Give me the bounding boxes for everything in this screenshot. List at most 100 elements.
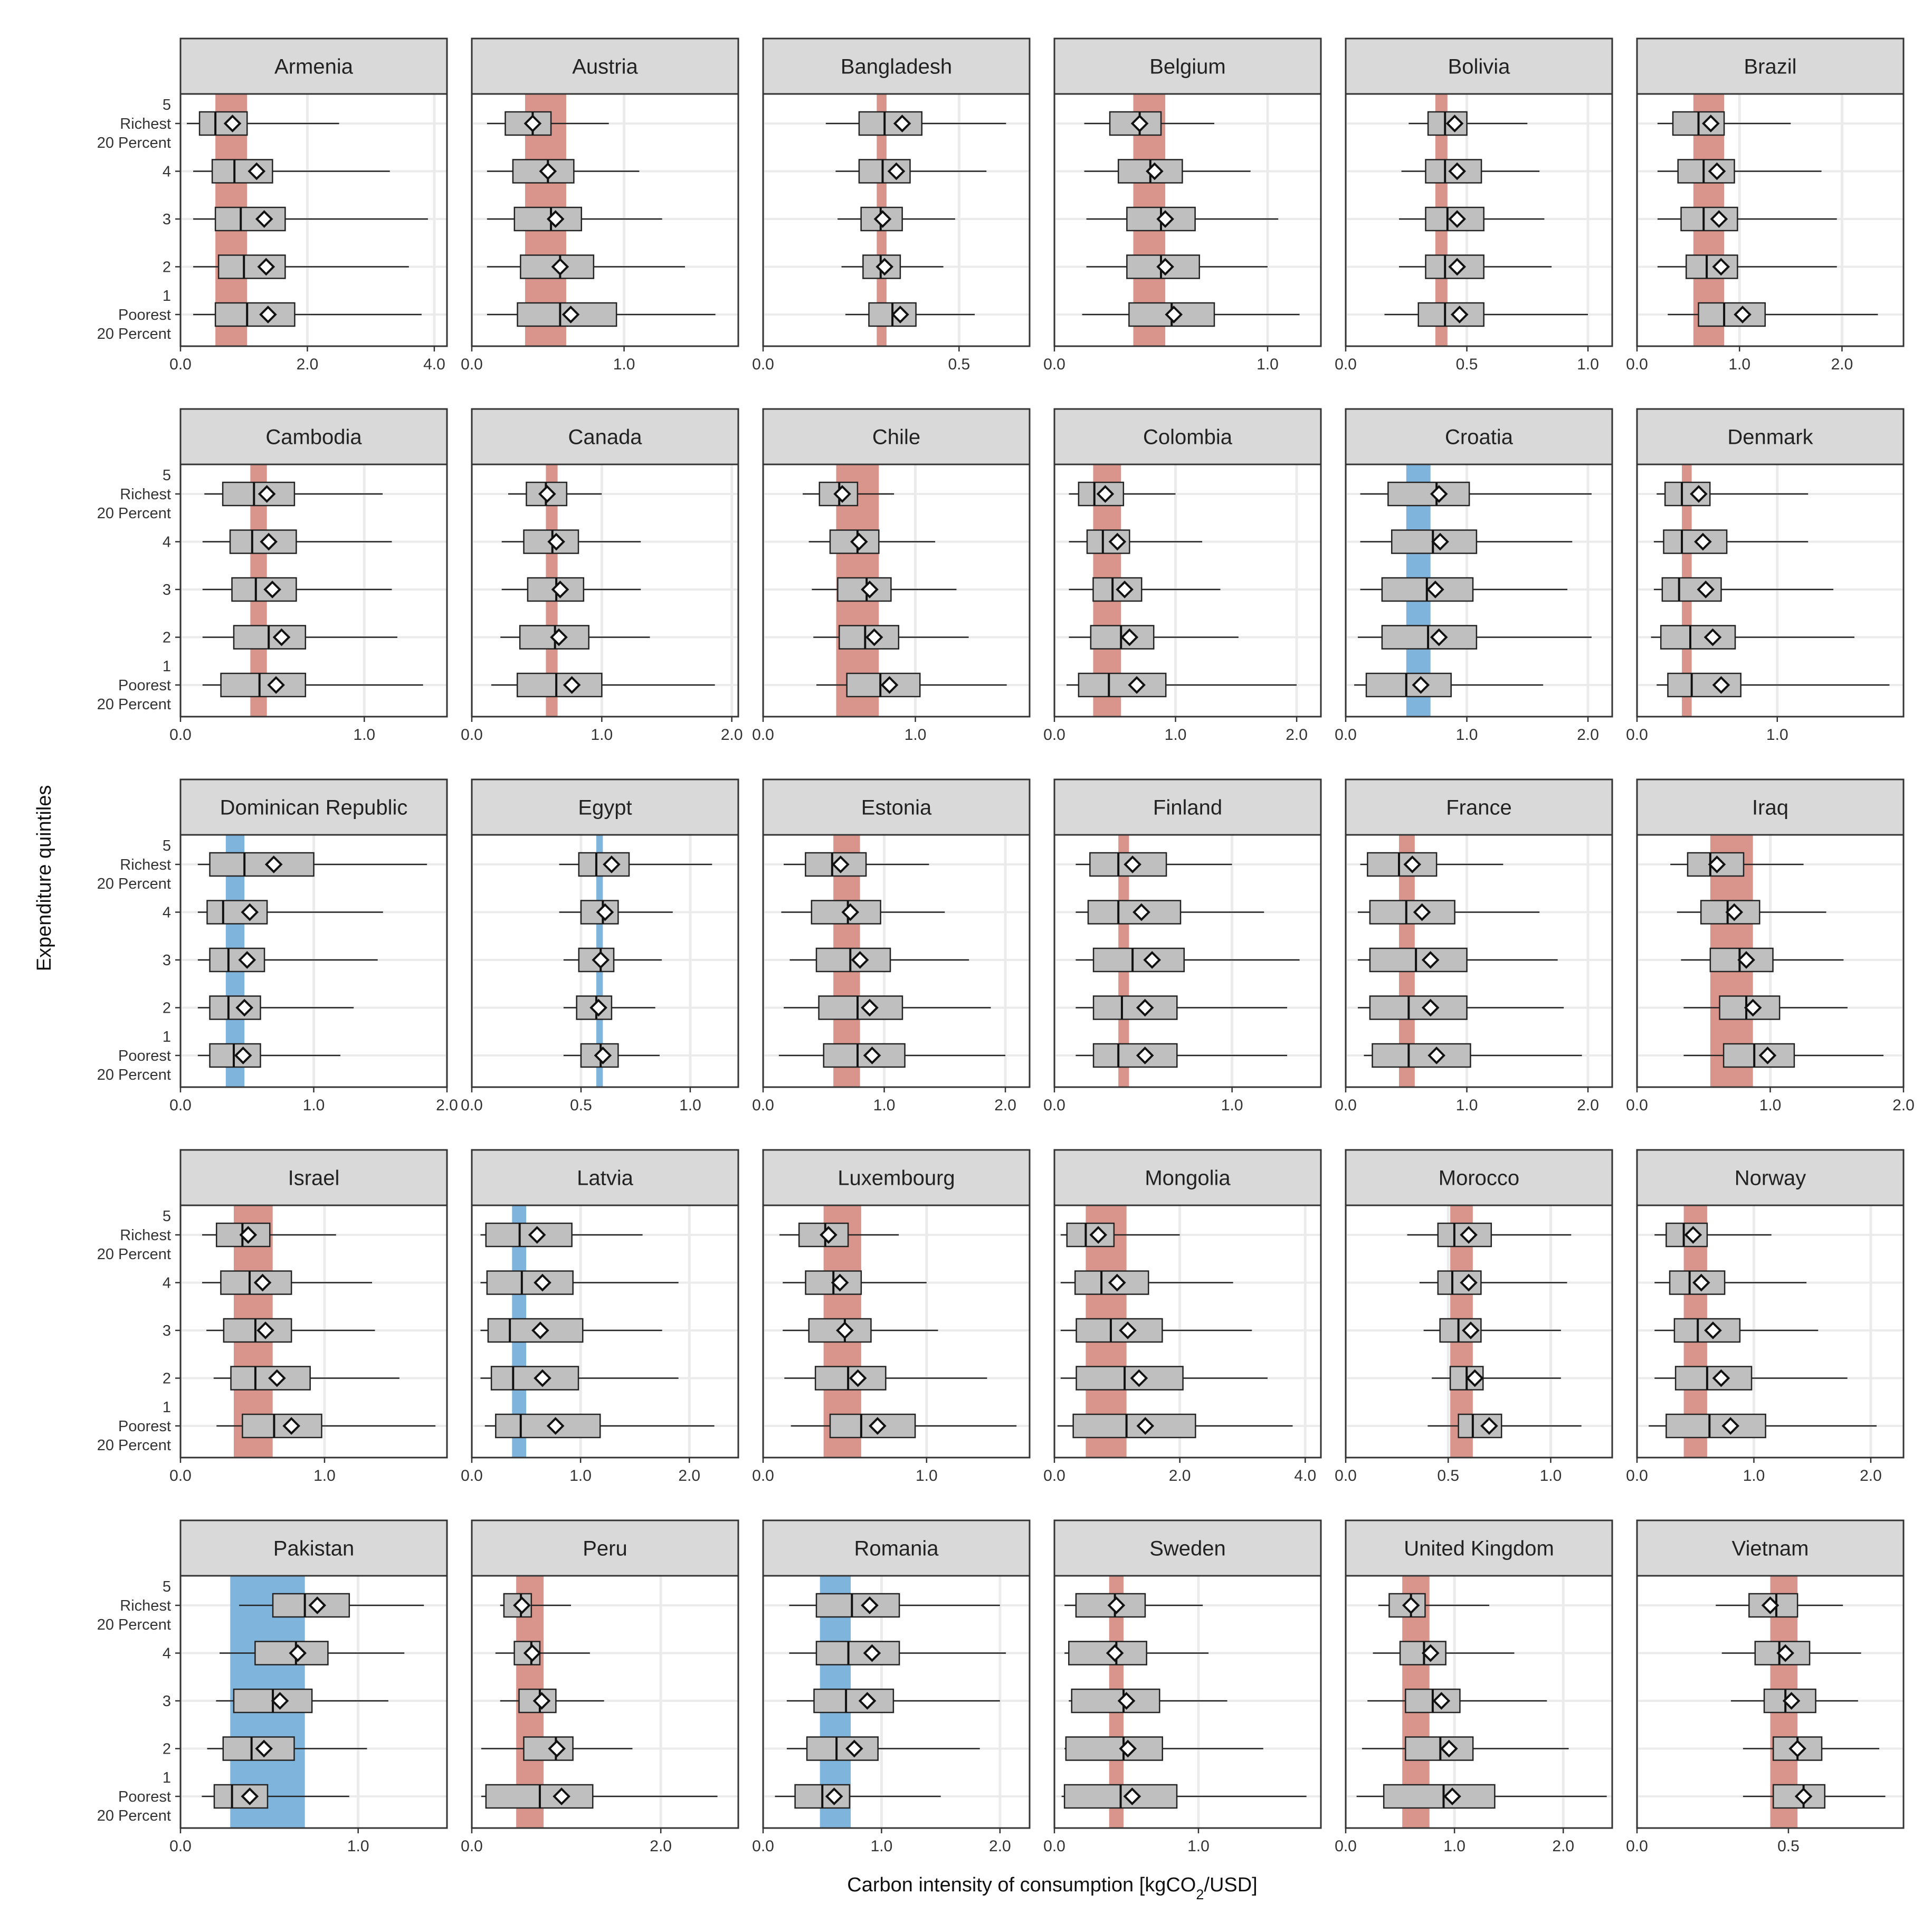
strip-label-united-kingdom: United Kingdom [1404, 1537, 1554, 1560]
y-tick-label: 1 Poorest 20 Percent [97, 658, 171, 713]
box-q3 [1369, 947, 1468, 973]
box-q4 [1369, 900, 1455, 925]
mean-marker [534, 1273, 551, 1292]
x-tick-label: 0.0 [1335, 1838, 1357, 1855]
mean-marker [259, 306, 277, 323]
box-q5 [815, 1593, 900, 1618]
strip-label-france: France [1446, 796, 1512, 820]
mean-marker [832, 855, 850, 873]
x-tick-label: 0.0 [1335, 1467, 1357, 1484]
mean-marker [1156, 258, 1174, 276]
strip-luxembourg [762, 1149, 1031, 1206]
mean-marker [858, 1692, 877, 1710]
y-tick-label: 3 [163, 211, 171, 228]
x-tick-label: 2.0 [1577, 726, 1599, 744]
plot-inner-norway [1637, 1205, 1904, 1458]
plot-border-egypt [471, 834, 739, 1088]
panel-brazil: Brazil 0.0 1.0 2.0 [1626, 37, 1905, 373]
y-tick-label: 2 [163, 1000, 171, 1017]
x-tick-label: 2.0 [989, 1838, 1011, 1855]
x-tick-label: 1.0 [1456, 726, 1478, 744]
mean-marker [1136, 998, 1154, 1017]
plot-inner-chile [763, 464, 1030, 717]
plot-inner-canada [472, 464, 738, 717]
plot-border-canada [471, 463, 739, 718]
mean-marker [260, 532, 278, 551]
mean-marker [589, 998, 607, 1017]
x-tick-label: 1.0 [1766, 726, 1788, 744]
mean-marker [1107, 1596, 1126, 1614]
y-tick-line: Richest [120, 856, 171, 873]
panel-armenia: Armenia 0.0 2.0 4.0 5 Richest 20 Percent 4 3 2 1 Po… [97, 37, 448, 373]
plot-border-denmark [1636, 463, 1905, 718]
mean-marker [255, 1739, 273, 1758]
strip-mongolia [1053, 1149, 1322, 1206]
mean-marker [592, 951, 610, 969]
mean-marker [531, 1321, 549, 1339]
y-tick-line: 5 [163, 837, 171, 854]
x-tick-label: 0.0 [169, 1838, 192, 1855]
x-tick-label: 0.0 [1043, 1838, 1065, 1855]
y-tick-line: Richest [120, 116, 171, 132]
x-tick-label: 1.0 [1257, 356, 1279, 373]
x-axis-title: Carbon intensity of consumption [kgCO2/U… [847, 1874, 1258, 1902]
mean-marker [1462, 1321, 1480, 1339]
mean-marker [1460, 1226, 1478, 1244]
mean-marker [563, 676, 581, 694]
x-tick-label: 1.0 [1221, 1097, 1243, 1114]
plot-inner-belgium [1054, 94, 1321, 346]
panel-luxembourg: Luxembourg 0.0 1.0 [752, 1149, 1031, 1484]
mean-marker [1694, 532, 1712, 551]
panel-estonia: Estonia 0.0 1.0 2.0 [752, 778, 1031, 1114]
y-tick-label: 4 [163, 905, 171, 921]
x-tick-label: 0.0 [1043, 1467, 1065, 1484]
mean-marker [264, 855, 283, 873]
x-tick-label: 4.0 [423, 356, 445, 373]
mean-marker [1684, 1226, 1702, 1244]
mean-marker [873, 210, 892, 228]
mean-marker [1123, 1787, 1141, 1805]
box-q1 [1092, 1043, 1178, 1068]
strip-label-luxembourg: Luxembourg [837, 1167, 955, 1190]
box-q1 [1383, 1784, 1496, 1809]
plot-inner-vietnam [1637, 1576, 1904, 1828]
y-tick-line: 20 Percent [97, 1067, 171, 1083]
panel-belgium: Belgium 0.0 1.0 [1043, 37, 1322, 373]
mean-marker [1421, 998, 1440, 1017]
x-tick-label: 1.0 [347, 1838, 369, 1855]
box-q3 [813, 1688, 894, 1714]
mean-marker [1089, 1226, 1108, 1244]
x-tick-label: 1.0 [1443, 1838, 1465, 1855]
mean-marker [1776, 1644, 1795, 1662]
box-q5 [1367, 852, 1438, 877]
mean-marker [841, 903, 860, 921]
mean-marker [869, 1417, 887, 1435]
x-tick-label: 1.0 [916, 1467, 938, 1484]
x-tick-label: 0.0 [752, 1467, 774, 1484]
x-tick-label: 4.0 [1294, 1467, 1316, 1484]
x-tick-label: 1.0 [1456, 1097, 1478, 1114]
mean-marker [1690, 485, 1708, 503]
y-tick-line: 1 [163, 1029, 171, 1045]
strip-label-latvia: Latvia [577, 1167, 633, 1190]
mean-marker [1432, 1692, 1451, 1710]
x-tick-label: 1.0 [591, 726, 613, 744]
strip-romania [762, 1519, 1031, 1577]
x-tick-label: 0.0 [752, 1097, 774, 1114]
y-tick-label: 5 Richest 20 Percent [97, 467, 171, 522]
x-tick-label: 2.0 [678, 1467, 700, 1484]
mean-marker [1448, 162, 1467, 180]
mean-marker [1421, 951, 1440, 969]
mean-marker [1460, 1273, 1478, 1292]
mean-marker [1450, 306, 1469, 323]
mean-marker [547, 532, 565, 551]
box-q3 [209, 947, 265, 973]
y-tick-label: 3 [163, 1322, 171, 1339]
x-tick-label: 0.0 [169, 726, 192, 744]
x-tick-label: 1.0 [871, 1838, 893, 1855]
panel-croatia: Croatia 0.0 1.0 2.0 [1335, 408, 1613, 744]
mean-marker [1108, 1273, 1126, 1292]
mean-marker [1119, 1739, 1137, 1758]
y-tick-line: 1 [163, 1399, 171, 1416]
x-tick-label: 0.0 [1043, 726, 1065, 744]
